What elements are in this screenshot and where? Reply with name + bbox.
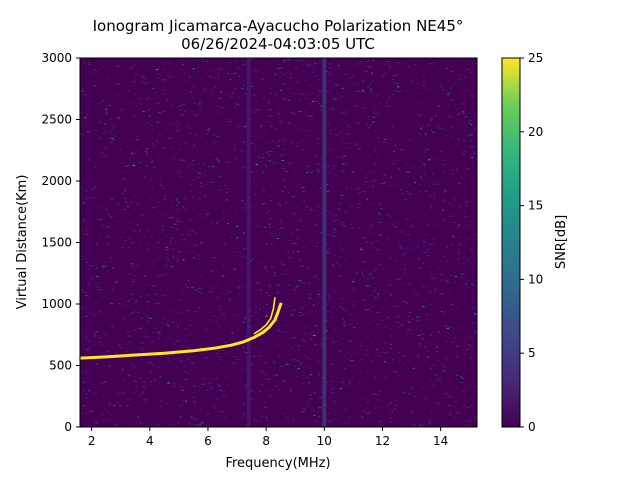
x-tick-label: 8 <box>262 434 270 448</box>
x-tick-label: 12 <box>375 434 390 448</box>
plot-area <box>78 57 478 428</box>
x-tick-label: 10 <box>317 434 332 448</box>
x-tick-label: 6 <box>204 434 212 448</box>
y-tick-label: 500 <box>49 359 72 373</box>
trace-x-trace <box>253 297 276 335</box>
colorbar-tick-label: 25 <box>528 51 543 65</box>
y-tick-label: 3000 <box>41 51 72 65</box>
y-axis-label: Virtual Distance(Km) <box>15 175 30 310</box>
y-tick-label: 2000 <box>41 174 72 188</box>
y-tick-label: 1000 <box>41 297 72 311</box>
y-tick-label: 2500 <box>41 113 72 127</box>
echo-traces <box>78 297 283 360</box>
colorbar-ticks: 0 5 10 15 20 25 <box>520 51 543 434</box>
vertical-bands <box>246 58 327 427</box>
chart-title: Ionogram Jicamarca-Ayacucho Polarization… <box>93 17 464 35</box>
chart-subtitle: 06/26/2024-04:03:05 UTC <box>181 35 375 53</box>
trace-o-trace <box>78 302 283 360</box>
vertical-band-0 <box>246 58 251 427</box>
y-axis: 0 500 1000 1500 2000 2500 3000 <box>41 51 80 434</box>
y-tick-label: 0 <box>64 420 72 434</box>
x-axis: 2 4 6 8 10 12 14 <box>88 427 448 448</box>
colorbar-label: SNR[dB] <box>554 215 569 269</box>
colorbar-tick-label: 15 <box>528 199 543 213</box>
y-tick-label: 1500 <box>41 236 72 250</box>
x-tick-label: 2 <box>88 434 96 448</box>
x-axis-label: Frequency(MHz) <box>225 456 330 471</box>
x-tick-label: 4 <box>146 434 154 448</box>
plot-background <box>80 58 477 427</box>
noise-layer <box>80 58 478 426</box>
colorbar-gradient <box>501 57 521 428</box>
colorbar-tick-label: 10 <box>528 272 543 286</box>
colorbar-tick-label: 20 <box>528 125 543 139</box>
vertical-band-1 <box>322 58 327 427</box>
colorbar: 0 5 10 15 20 25 SNR[dB] <box>501 51 569 434</box>
x-tick-label: 14 <box>433 434 448 448</box>
colorbar-tick-label: 0 <box>528 420 536 434</box>
colorbar-tick-label: 5 <box>528 346 536 360</box>
